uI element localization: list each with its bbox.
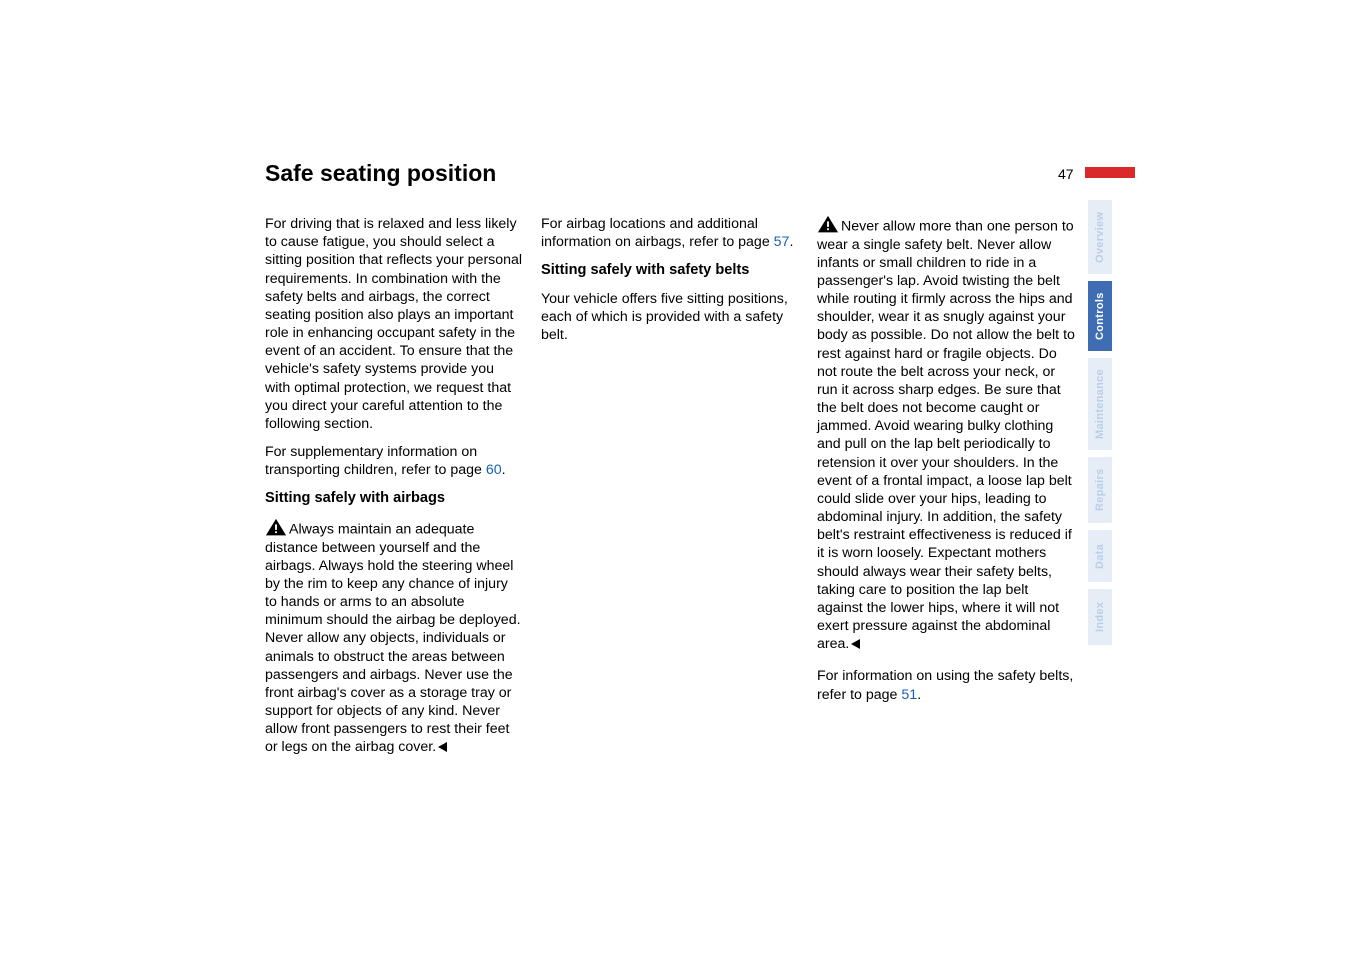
end-mark-icon	[851, 639, 860, 649]
page-marker	[1085, 167, 1135, 178]
text-fragment: .	[917, 687, 921, 703]
column-1: For driving that is relaxed and less lik…	[265, 215, 523, 767]
tab-repairs[interactable]: Repairs	[1088, 457, 1112, 523]
warning-icon	[817, 215, 839, 233]
text-fragment: Always maintain an adequate distance bet…	[265, 521, 521, 755]
page-content: Safe seating position For driving that i…	[265, 160, 1075, 767]
tab-data[interactable]: Data	[1088, 530, 1112, 582]
text-fragment: For information on using the safety belt…	[817, 668, 1073, 702]
body-text: For supplementary information on transpo…	[265, 443, 523, 479]
page-title: Safe seating position	[265, 160, 1075, 187]
subheading: Sitting safely with airbags	[265, 489, 523, 508]
body-text: For airbag locations and additional info…	[541, 215, 799, 251]
side-tabs: Overview Controls Maintenance Repairs Da…	[1088, 200, 1112, 652]
page-number: 47	[1058, 166, 1074, 182]
warning-text: Never allow more than one person to wear…	[817, 215, 1075, 653]
end-mark-icon	[438, 742, 447, 752]
text-fragment: Never allow more than one person to wear…	[817, 218, 1075, 652]
page-link[interactable]: 60	[486, 462, 502, 478]
tab-controls[interactable]: Controls	[1088, 281, 1112, 351]
column-2: For airbag locations and additional info…	[541, 215, 799, 767]
body-text: For information on using the safety belt…	[817, 667, 1075, 703]
body-text: Your vehicle offers five sitting positio…	[541, 290, 799, 345]
text-fragment: .	[502, 462, 506, 478]
text-columns: For driving that is relaxed and less lik…	[265, 215, 1075, 767]
warning-text: Always maintain an adequate distance bet…	[265, 518, 523, 757]
text-fragment: For airbag locations and additional info…	[541, 216, 774, 250]
column-3: Never allow more than one person to wear…	[817, 215, 1075, 767]
page-link[interactable]: 57	[774, 234, 790, 250]
tab-overview[interactable]: Overview	[1088, 200, 1112, 274]
body-text: For driving that is relaxed and less lik…	[265, 215, 523, 433]
page-link[interactable]: 51	[901, 687, 917, 703]
tab-index[interactable]: Index	[1088, 589, 1112, 645]
tab-maintenance[interactable]: Maintenance	[1088, 358, 1112, 450]
warning-icon	[265, 518, 287, 536]
text-fragment: For supplementary information on transpo…	[265, 444, 486, 478]
subheading: Sitting safely with safety belts	[541, 261, 799, 280]
text-fragment: .	[789, 234, 793, 250]
